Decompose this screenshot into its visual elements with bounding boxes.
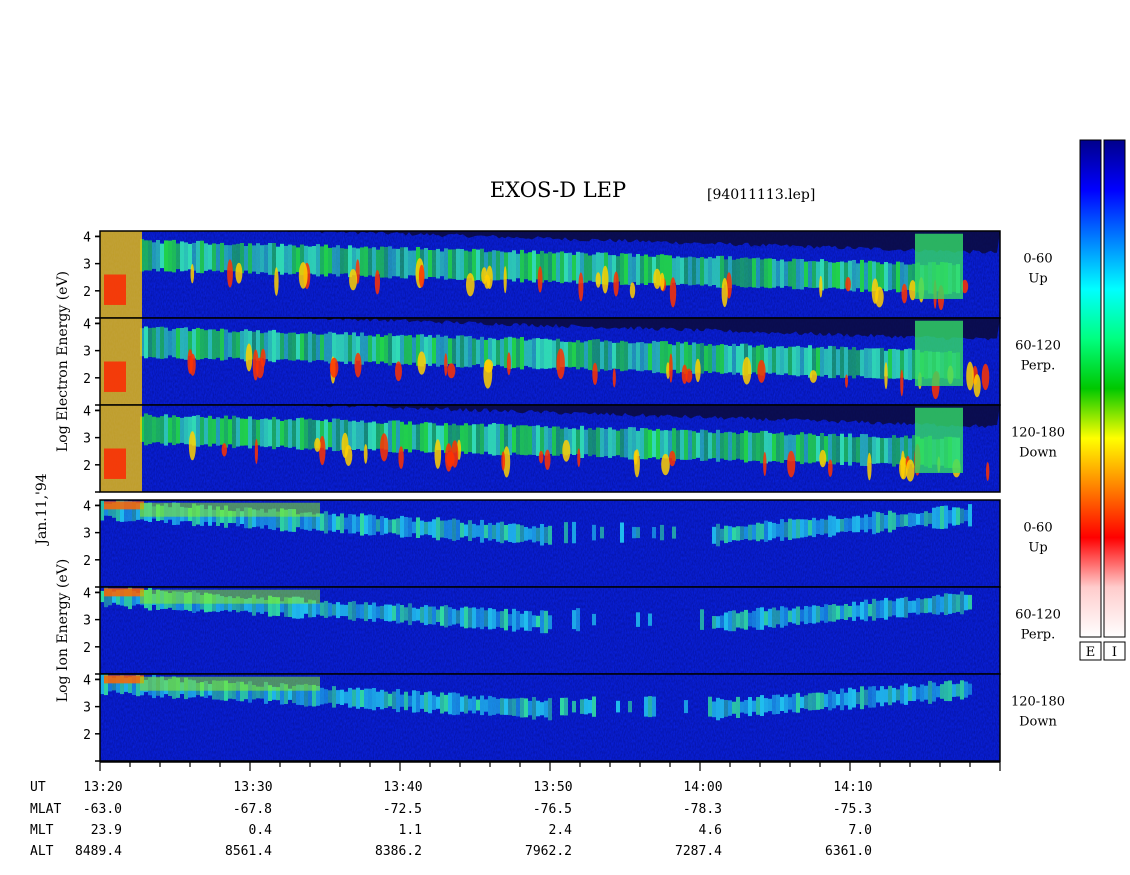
y-tick-label: 2 [83, 372, 91, 387]
chart-title: EXOS-D LEP [490, 178, 626, 202]
x-tick-label: 13:20 [83, 780, 122, 795]
ephemeris-mlat-value: -63.0 [83, 802, 122, 817]
date-label: Jan.11,'94 [34, 473, 50, 546]
x-tick-label: 13:40 [383, 780, 422, 795]
y-tick-label: 3 [83, 432, 91, 447]
panel-frame [99, 404, 1001, 493]
ephemeris-row-label: UT [30, 780, 46, 795]
colorbar-I [1103, 139, 1126, 638]
ephemeris-alt-value: 8386.2 [375, 844, 422, 859]
ephemeris-row-label: ALT [30, 844, 54, 859]
direction-label: Down [1019, 446, 1057, 461]
pitch-range-label: 120-180 [1011, 695, 1065, 710]
direction-label: Up [1028, 272, 1047, 287]
ephemeris-alt-value: 8561.4 [225, 844, 272, 859]
ephemeris-alt-value: 8489.4 [75, 844, 122, 859]
ephemeris-table: UT MLAT MLT ALT 13:20 -63.0 23.9 8489.4 13:30 -67… [30, 780, 873, 859]
ephemeris-mlat-value: -78.3 [683, 802, 722, 817]
pitch-range-label: 60-120 [1015, 608, 1061, 623]
x-tick-label: 14:10 [833, 780, 872, 795]
y-tick-label: 3 [83, 345, 91, 360]
panel-electron-120-180: 2 3 4 [83, 404, 1001, 493]
panel-electron-60-120: 2 3 4 [83, 317, 1001, 406]
y-tick-label: 2 [83, 641, 91, 656]
y-tick-label: 3 [83, 258, 91, 273]
ion-axis-label: Log Ion Energy (eV) [55, 559, 71, 702]
ephemeris-mlt-value: 4.6 [699, 823, 722, 838]
pitch-angle-labels: 0-60 Up 60-120 Perp. 120-180 Down 0-60 Up 60-120… [1011, 252, 1065, 730]
no-flux-region [100, 405, 1000, 428]
ephemeris-mlat-value: -75.3 [833, 802, 872, 817]
y-axis-labels: Log Electron Energy (eV) Log Ion Energy (… [55, 271, 71, 702]
ephemeris-alt-value: 7962.2 [525, 844, 572, 859]
pitch-range-label: 120-180 [1011, 426, 1065, 441]
y-tick-label: 2 [83, 554, 91, 569]
no-flux-region [100, 231, 1000, 254]
ephemeris-mlt-value: 23.9 [91, 823, 122, 838]
colorbar-label: E [1086, 645, 1096, 660]
pitch-range-label: 0-60 [1023, 252, 1052, 267]
direction-label: Down [1019, 715, 1057, 730]
ephemeris-mlt-value: 2.4 [549, 823, 573, 838]
file-name: [94011113.lep] [707, 187, 815, 203]
y-tick-label: 3 [83, 614, 91, 629]
ephemeris-mlt-value: 1.1 [399, 823, 422, 838]
ephemeris-mlt-value: 7.0 [849, 823, 872, 838]
y-tick-label: 2 [83, 459, 91, 474]
y-tick-label: 4 [83, 499, 91, 514]
y-tick-label: 3 [83, 527, 91, 542]
panel-ion-120-180: 2 3 4 [83, 673, 1001, 762]
direction-label: Perp. [1021, 628, 1056, 643]
ephemeris-alt-value: 7287.4 [675, 844, 722, 859]
x-tick-label: 14:00 [683, 780, 722, 795]
panel-electron-0-60: 2 3 4 [83, 230, 1001, 319]
y-tick-label: 4 [83, 673, 91, 688]
spectrogram-panels: 2 3 4 2 3 4 2 3 4 2 3 4 2 3 4 2 3 4 [83, 230, 1001, 762]
direction-label: Up [1028, 541, 1047, 556]
panel-ion-0-60: 2 3 4 [83, 499, 1001, 588]
ephemeris-alt-value: 6361.0 [825, 844, 872, 859]
ephemeris-mlat-value: -67.8 [233, 802, 272, 817]
direction-label: Perp. [1021, 359, 1056, 374]
electron-axis-label: Log Electron Energy (eV) [55, 271, 71, 452]
ephemeris-mlat-value: -76.5 [533, 802, 572, 817]
pitch-range-label: 60-120 [1015, 339, 1061, 354]
ephemeris-mlt-value: 0.4 [249, 823, 273, 838]
y-tick-label: 2 [83, 728, 91, 743]
y-tick-label: 4 [83, 404, 91, 419]
y-tick-label: 4 [83, 586, 91, 601]
y-tick-label: 4 [83, 230, 91, 245]
y-tick-label: 3 [83, 701, 91, 716]
pitch-range-label: 0-60 [1023, 521, 1052, 536]
no-flux-region [100, 318, 1000, 341]
ephemeris-row-label: MLT [30, 823, 54, 838]
y-tick-label: 2 [83, 285, 91, 300]
x-axis [99, 761, 1001, 771]
ephemeris-row-label: MLAT [30, 802, 61, 817]
x-tick-label: 13:50 [533, 780, 572, 795]
y-tick-label: 4 [83, 317, 91, 332]
ephemeris-mlat-value: -72.5 [383, 802, 422, 817]
colorbar-label: I [1112, 645, 1117, 660]
colorbar-E [1079, 139, 1102, 638]
panel-ion-60-120: 2 3 4 [83, 586, 1001, 675]
x-tick-label: 13:30 [233, 780, 272, 795]
